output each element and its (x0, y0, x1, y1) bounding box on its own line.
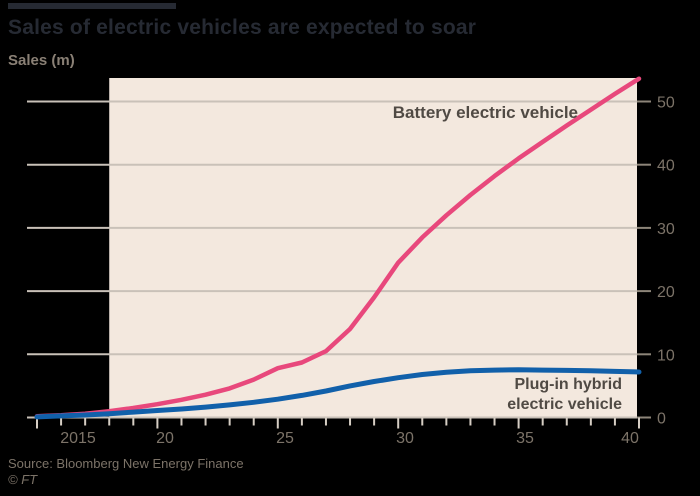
x-axis-label-2015: 2015 (60, 430, 96, 447)
y-axis-label: 0 (657, 411, 666, 428)
y-axis-unit-label: Sales (m) (8, 52, 75, 69)
x-axis-label-30: 30 (396, 430, 414, 447)
y-axis-label: 40 (657, 158, 675, 175)
data-line-plugin-hybrid (34, 367, 642, 420)
x-axis-label-20: 20 (156, 430, 174, 447)
forecast-shading-band (109, 78, 638, 418)
y-axis-label: 10 (657, 347, 675, 364)
source-note: Source: Bloomberg New Energy Finance (8, 456, 244, 471)
y-axis-label: 20 (657, 284, 675, 301)
series-label-plugin-hybrid: Plug-in hybrid electric vehicle (507, 376, 622, 413)
x-axis-label-40: 40 (621, 430, 639, 447)
title-accent-bar (8, 3, 176, 9)
x-axis-label-35: 35 (516, 430, 534, 447)
y-axis-label: 30 (657, 221, 675, 238)
y-axis-label: 50 (657, 95, 675, 112)
chart-title: Sales of electric vehicles are expected … (8, 16, 477, 39)
data-line-battery-electric (34, 76, 642, 419)
x-axis-label-25: 25 (276, 430, 294, 447)
series-label-battery-electric: Battery electric vehicle (392, 103, 578, 122)
ft-credit: © FT (8, 472, 38, 487)
